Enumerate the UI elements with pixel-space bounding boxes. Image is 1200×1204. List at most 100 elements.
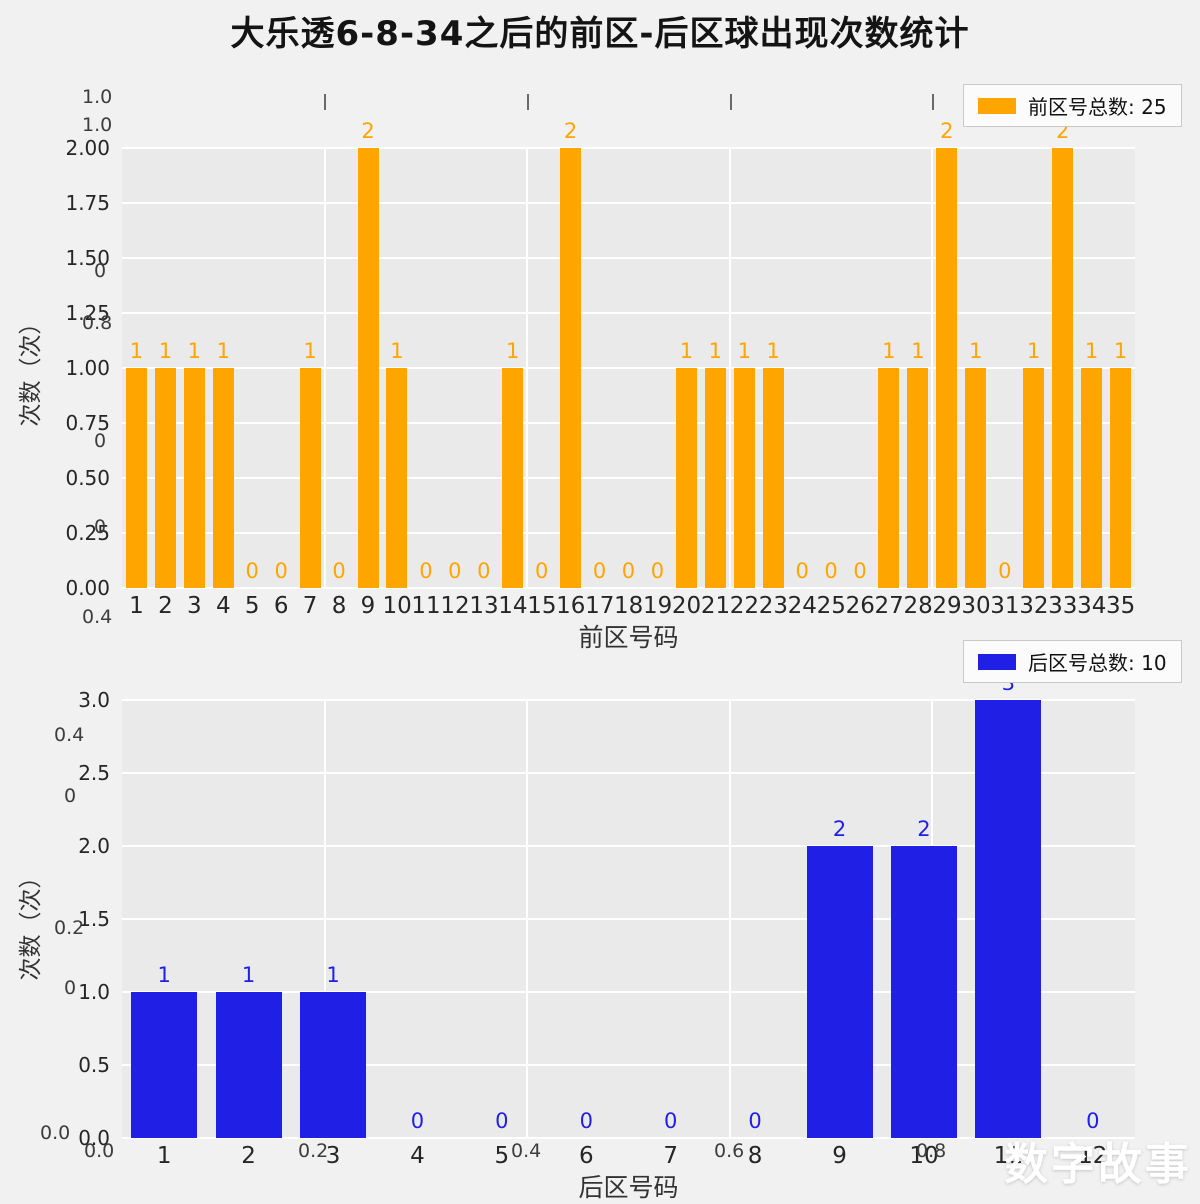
gridline-h bbox=[122, 147, 1135, 149]
x-tick-label: 22 bbox=[729, 593, 760, 619]
gridline-v bbox=[323, 148, 326, 588]
stray-axis-label: 0 bbox=[64, 977, 77, 999]
stray-axis-label: 0.0 bbox=[40, 1122, 71, 1144]
bar bbox=[300, 992, 367, 1138]
y-tick-label: 0.50 bbox=[65, 466, 110, 490]
y-tick-label: 1.25 bbox=[65, 301, 110, 325]
gridline-h bbox=[122, 367, 1135, 369]
x-tick-label: 23 bbox=[758, 593, 789, 619]
front-chart-plot: 2.00 1.75 1.50 1.25 1.00 0.75 0.50 0.25 0.00 1 1 1 2… bbox=[65, 121, 1135, 619]
bar bbox=[1110, 368, 1132, 588]
bar-value-label: 0 bbox=[448, 559, 462, 583]
bar bbox=[733, 368, 755, 588]
bar-value-label: 1 bbox=[158, 339, 173, 363]
x-tick-label: 6 bbox=[273, 593, 289, 619]
y-tick-label: 0.25 bbox=[65, 521, 110, 545]
bar-value-label: 1 bbox=[216, 339, 230, 363]
rear-legend-swatch-icon bbox=[978, 653, 1016, 670]
stray-axis-label: 0.6 bbox=[714, 1140, 745, 1162]
bar-value-label: 1 bbox=[1084, 339, 1099, 363]
bar-value-label: 0 bbox=[650, 559, 665, 583]
bar bbox=[1081, 368, 1103, 588]
stray-axis-label: 0.8 bbox=[82, 312, 113, 334]
x-tick-label: 34 bbox=[1077, 593, 1107, 619]
bar-value-label: 1 bbox=[187, 339, 202, 363]
x-tick-label: 2 bbox=[158, 593, 173, 619]
x-tick-label: 9 bbox=[832, 1143, 847, 1169]
gridline-v bbox=[728, 700, 731, 1138]
x-tick-label: 17 bbox=[585, 593, 615, 619]
x-tick-label: 6 bbox=[578, 1143, 594, 1169]
x-tick-label: 3 bbox=[325, 1143, 341, 1169]
gridline-v bbox=[526, 700, 529, 1138]
bar-value-label: 0 bbox=[410, 1109, 425, 1133]
bar-value-label: 1 bbox=[679, 339, 694, 363]
bar-value-label: 1 bbox=[737, 339, 751, 363]
bar bbox=[299, 368, 321, 588]
bar-value-label: 2 bbox=[832, 817, 847, 841]
stray-axis-label: 0.8 bbox=[916, 1140, 947, 1162]
bar-value-label: 1 bbox=[882, 339, 896, 363]
x-tick-label: 8 bbox=[331, 593, 347, 619]
bar-value-label: 0 bbox=[495, 1109, 509, 1133]
x-tick-label: 14 bbox=[498, 593, 528, 619]
y-tick-label: 1.75 bbox=[65, 191, 110, 215]
bar bbox=[704, 368, 726, 588]
gridline-v bbox=[526, 148, 529, 588]
x-tick-label: 1 bbox=[156, 1143, 172, 1169]
gridline-h bbox=[122, 772, 1135, 774]
bar-value-label: 1 bbox=[157, 963, 171, 987]
bar-value-label: 0 bbox=[534, 559, 549, 583]
x-tick-label: 31 bbox=[990, 593, 1020, 619]
front-chart-legend: 前区号总数: 25 bbox=[963, 84, 1182, 127]
stray-axis-label: 0 bbox=[94, 430, 107, 452]
x-tick-label: 35 bbox=[1106, 593, 1136, 619]
stray-axis-tickmark bbox=[932, 94, 934, 110]
bar bbox=[936, 148, 958, 588]
bar bbox=[386, 368, 408, 588]
x-tick-label: 19 bbox=[642, 593, 673, 619]
gridline-h bbox=[122, 1137, 1135, 1139]
x-tick-label: 11 bbox=[411, 593, 441, 619]
x-tick-label: 18 bbox=[614, 593, 644, 619]
bar-value-label: 1 bbox=[766, 339, 780, 363]
bar bbox=[878, 368, 900, 588]
bar-value-label: 0 bbox=[795, 559, 809, 583]
bar-value-label: 0 bbox=[664, 1109, 678, 1133]
gridline-h bbox=[122, 918, 1135, 920]
x-tick-label: 13 bbox=[469, 593, 499, 619]
bar-value-label: 1 bbox=[708, 339, 722, 363]
x-tick-label: 33 bbox=[1048, 593, 1078, 619]
y-tick-label: 2.00 bbox=[65, 136, 110, 160]
y-tick-label: 1.50 bbox=[65, 246, 110, 270]
bar-value-label: 1 bbox=[911, 339, 925, 363]
bar-value-label: 0 bbox=[998, 559, 1012, 583]
x-tick-label: 29 bbox=[932, 593, 962, 619]
x-tick-label: 15 bbox=[527, 593, 557, 619]
bar-value-label: 0 bbox=[419, 559, 433, 583]
bar-value-label: 1 bbox=[1027, 339, 1041, 363]
x-tick-label: 20 bbox=[671, 593, 702, 619]
bar-value-label: 1 bbox=[969, 339, 983, 363]
gridline-v bbox=[323, 700, 326, 1138]
bar bbox=[762, 368, 784, 588]
x-tick-label: 12 bbox=[440, 593, 470, 619]
page-title: 大乐透6-8-34之后的前区-后区球出现次数统计 bbox=[230, 14, 970, 54]
x-tick-label: 3 bbox=[187, 593, 202, 619]
bar bbox=[675, 368, 697, 588]
gridline-v bbox=[931, 148, 934, 588]
stray-axis-label: 0 bbox=[94, 260, 107, 282]
y-tick-label: 0.75 bbox=[65, 411, 110, 435]
stray-axis-label: 0.0 bbox=[84, 1140, 115, 1162]
bar-value-label: 2 bbox=[917, 817, 931, 841]
gridline-h bbox=[122, 699, 1135, 701]
x-tick-label: 30 bbox=[961, 593, 991, 619]
gridline-h bbox=[122, 422, 1135, 424]
gridline-h bbox=[122, 1064, 1135, 1066]
stray-axis-label: 0.2 bbox=[54, 917, 85, 939]
front-legend-label: 前区号总数: 25 bbox=[1028, 95, 1167, 119]
x-tick-label: 12 bbox=[1078, 1143, 1108, 1169]
bar-value-label: 0 bbox=[579, 1109, 593, 1133]
x-tick-label: 2 bbox=[241, 1143, 256, 1169]
x-tick-label: 5 bbox=[244, 593, 260, 619]
